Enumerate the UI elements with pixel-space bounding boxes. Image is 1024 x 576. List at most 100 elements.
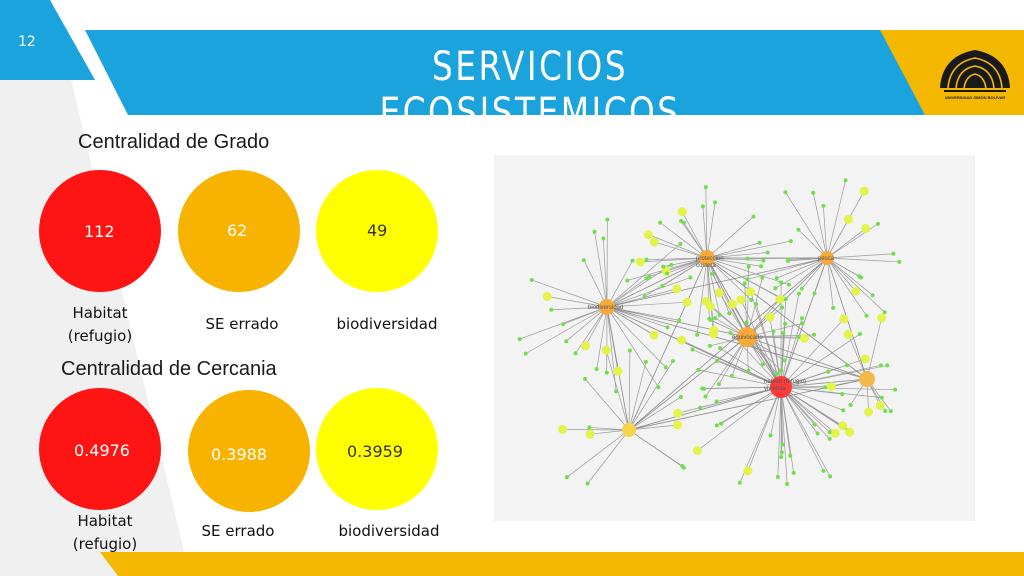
hub-label-equivocado: equivocado <box>732 335 763 341</box>
network-edge <box>826 257 867 316</box>
network-edge <box>826 257 834 308</box>
network-node <box>827 430 832 435</box>
network-node <box>529 277 534 282</box>
hub-label-pesca: pesca <box>818 256 835 262</box>
network-node <box>771 329 776 334</box>
network-node <box>883 409 888 414</box>
network-node <box>877 313 887 323</box>
network-node <box>827 436 832 441</box>
network-node <box>736 295 746 305</box>
network-edge <box>866 317 882 380</box>
network-node <box>779 450 784 455</box>
network-edge <box>705 187 708 259</box>
network-hub-link <box>706 257 782 388</box>
network-node <box>635 257 645 267</box>
network-node <box>605 217 610 222</box>
network-edge <box>606 243 681 308</box>
network-edge <box>776 257 828 279</box>
network-edge <box>706 242 760 259</box>
network-edge <box>747 386 782 471</box>
network-node <box>761 258 766 263</box>
network-node <box>848 402 853 407</box>
network-node <box>768 433 773 438</box>
network-edge <box>640 257 708 263</box>
network-node <box>779 455 784 460</box>
degree-value-biodiversidad: 49 <box>367 221 388 240</box>
network-node <box>717 312 722 317</box>
network-edge <box>705 336 748 397</box>
network-node <box>710 271 715 276</box>
network-node <box>713 200 718 205</box>
network-edge <box>780 386 844 411</box>
closeness-label-se-errado: SE errado <box>201 522 275 540</box>
closeness-circle-biodiversidad <box>316 388 438 510</box>
network-node <box>665 271 670 276</box>
network-node <box>613 366 623 376</box>
network-edge <box>706 257 790 285</box>
network-node <box>692 446 702 456</box>
network-node <box>670 359 675 364</box>
network-node <box>672 420 682 430</box>
network-edge <box>706 257 752 301</box>
network-edge <box>575 306 608 354</box>
network-node <box>811 190 816 195</box>
network-node <box>882 310 887 315</box>
network-node <box>728 330 733 335</box>
network-node <box>581 258 586 263</box>
network-node <box>746 368 751 373</box>
network-edge <box>702 386 782 389</box>
network-edge <box>822 205 828 259</box>
network-edge <box>606 306 666 368</box>
hub-node-equivocado <box>737 327 757 347</box>
network-node <box>749 297 754 302</box>
network-node <box>714 288 724 298</box>
hub-node-pesca <box>820 251 834 265</box>
closeness-label-biodiversidad: biodiversidad <box>338 522 440 540</box>
network-node <box>644 257 649 262</box>
hub-node-biodiversidad <box>599 299 615 315</box>
network-edge <box>606 306 668 328</box>
network-node <box>765 250 770 255</box>
network-node <box>665 325 670 330</box>
network-edge <box>594 231 608 308</box>
network-node <box>700 204 705 209</box>
network-edge <box>603 238 608 308</box>
network-node <box>779 280 784 285</box>
network-node <box>718 346 723 351</box>
network-node <box>647 274 652 279</box>
network-hub-link <box>606 306 782 388</box>
hub-node-proteccion <box>699 250 715 266</box>
network-node <box>859 275 864 280</box>
closeness-value-biodiversidad: 0.3959 <box>347 442 403 461</box>
network-edge <box>826 257 900 263</box>
network-node <box>821 468 826 473</box>
network-node <box>669 262 674 267</box>
network-node <box>728 299 738 309</box>
network-edge <box>769 317 782 388</box>
network-hub-link <box>706 257 748 338</box>
network-node <box>542 291 552 301</box>
network-node <box>845 427 855 437</box>
network-node <box>744 320 749 325</box>
network-node <box>751 214 756 219</box>
network-node <box>745 256 750 261</box>
network-edge <box>780 386 836 434</box>
network-node <box>681 465 686 470</box>
network-node <box>625 278 630 283</box>
degree-centrality-title: Centralidad de Grado <box>78 131 270 153</box>
network-node <box>663 365 668 370</box>
network-edge <box>706 216 754 259</box>
network-edge <box>606 264 672 308</box>
network-edge <box>826 257 885 313</box>
network-node <box>682 297 692 307</box>
network-node <box>826 369 831 374</box>
slide-title: SERVICIOS ECOSISTEMICOS <box>379 44 681 136</box>
network-node <box>754 302 759 307</box>
network-edge <box>606 277 691 308</box>
network-edge <box>706 240 791 259</box>
network-edge <box>826 253 894 259</box>
network-node <box>774 371 779 376</box>
network-node <box>782 358 787 363</box>
network-node <box>698 405 703 410</box>
degree-label-se-errado: SE errado <box>205 315 279 333</box>
